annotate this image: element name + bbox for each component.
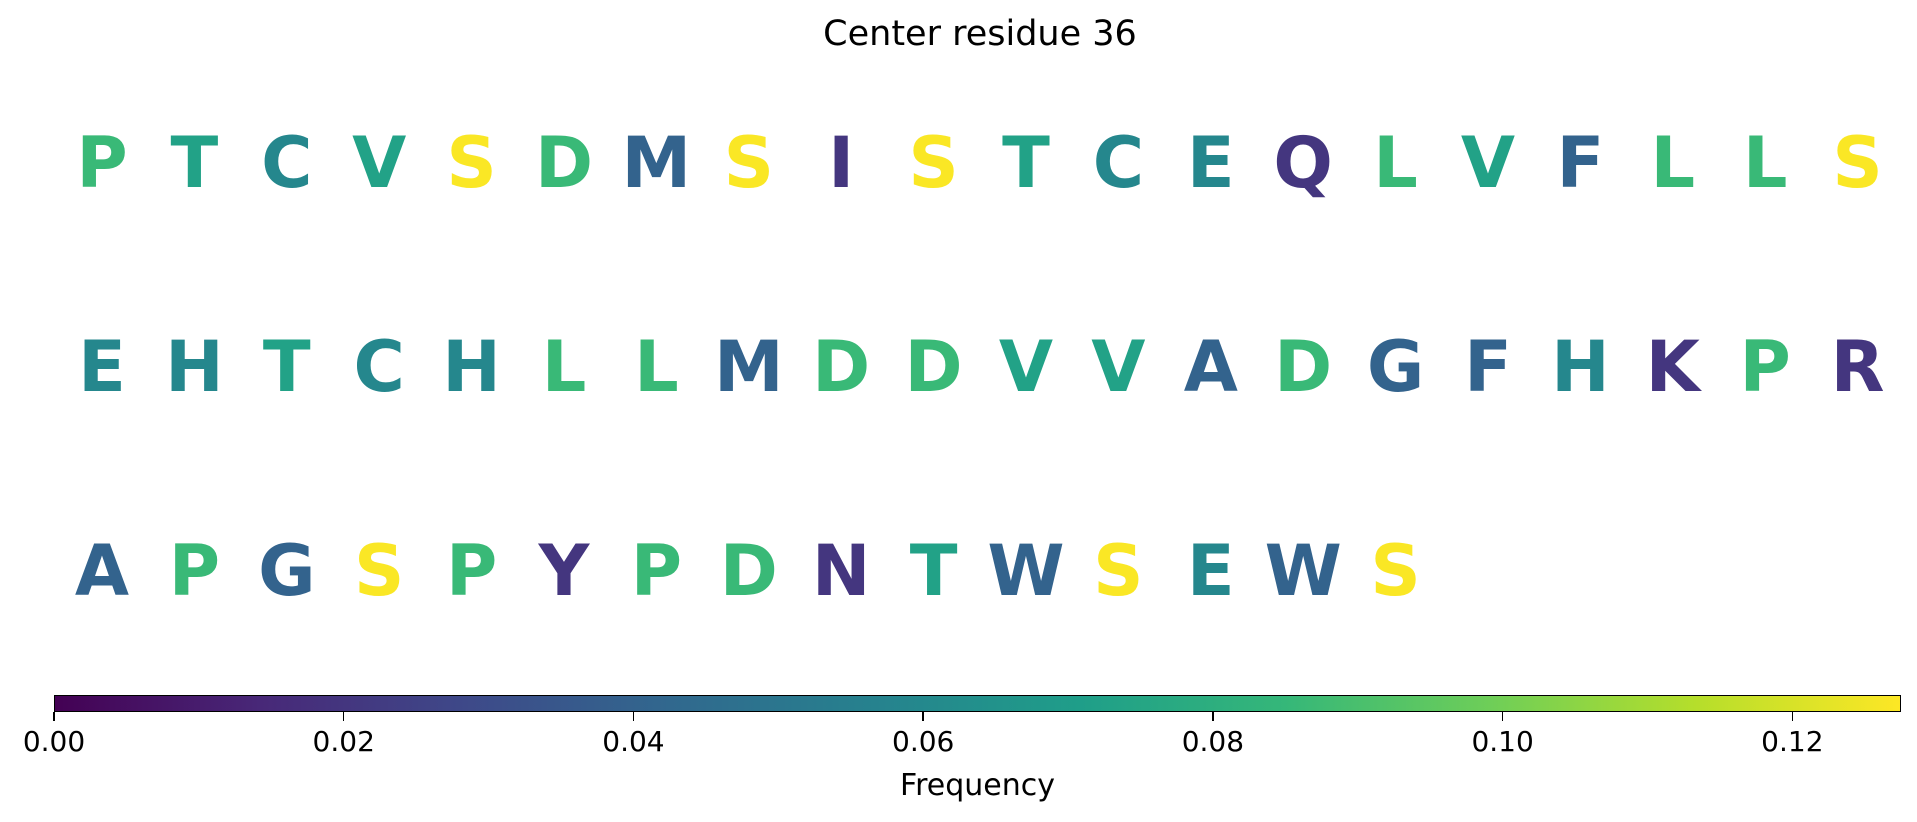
residue-letter: E bbox=[78, 326, 126, 408]
residue-letter: E bbox=[1186, 530, 1235, 612]
residue-letter: V bbox=[1091, 326, 1146, 408]
colorbar-tick bbox=[922, 712, 924, 721]
residue-letter: A bbox=[74, 530, 130, 612]
colorbar-tick-label: 0.06 bbox=[892, 725, 955, 758]
residue-letter: S bbox=[1093, 530, 1144, 612]
residue-letter: S bbox=[908, 122, 959, 204]
colorbar-tick-label: 0.04 bbox=[602, 725, 665, 758]
residue-letter: F bbox=[1464, 326, 1512, 408]
colorbar-label: Frequency bbox=[900, 768, 1055, 803]
residue-letter: L bbox=[1373, 122, 1418, 204]
residue-letter: N bbox=[811, 530, 871, 612]
residue-letter: S bbox=[723, 122, 775, 204]
residue-letter: P bbox=[168, 530, 221, 612]
residue-letter: L bbox=[541, 326, 587, 408]
residue-letter: R bbox=[1830, 326, 1885, 408]
residue-letter: M bbox=[713, 326, 784, 408]
residue-letter: H bbox=[165, 326, 224, 408]
residue-letter: G bbox=[1366, 326, 1425, 408]
colorbar-tick-label: 0.02 bbox=[312, 725, 375, 758]
residue-letter: G bbox=[258, 530, 316, 612]
residue-letter: T bbox=[1002, 122, 1050, 204]
residue-letter: C bbox=[1092, 122, 1145, 204]
residue-letter: P bbox=[445, 530, 498, 612]
residue-letter: H bbox=[1551, 326, 1610, 408]
colorbar-tick-label: 0.08 bbox=[1181, 725, 1245, 758]
residue-letter: P bbox=[76, 122, 128, 204]
residue-letter: D bbox=[812, 326, 871, 408]
residue-letter: S bbox=[446, 122, 497, 204]
residue-letter: D bbox=[719, 530, 778, 612]
residue-letter: W bbox=[987, 530, 1065, 612]
residue-letter: F bbox=[1556, 122, 1605, 204]
residue-letter: L bbox=[634, 326, 679, 408]
residue-letter: Q bbox=[1273, 122, 1333, 204]
residue-letter: D bbox=[904, 326, 963, 408]
residue-letter: P bbox=[1739, 326, 1791, 408]
colorbar-tick bbox=[342, 712, 345, 721]
colorbar-tick bbox=[1791, 712, 1794, 721]
residue-letter: T bbox=[262, 326, 311, 408]
residue-letter: S bbox=[353, 530, 405, 612]
residue-letter: C bbox=[353, 326, 405, 408]
residue-letter: S bbox=[1370, 530, 1421, 612]
residue-letter: L bbox=[1650, 122, 1696, 204]
chart-title: Center residue 36 bbox=[823, 14, 1137, 54]
residue-letter: L bbox=[1742, 122, 1788, 204]
residue-letter: Y bbox=[538, 530, 590, 612]
colorbar-tick bbox=[53, 712, 55, 721]
residue-letter: C bbox=[261, 122, 313, 204]
colorbar-tick-label: 0.00 bbox=[22, 725, 86, 758]
residue-letter: I bbox=[828, 122, 855, 204]
residue-letter: S bbox=[1832, 122, 1883, 204]
residue-letter: T bbox=[909, 530, 958, 612]
residue-letter: H bbox=[442, 326, 501, 408]
residue-letter: T bbox=[170, 122, 219, 204]
residue-letter: D bbox=[534, 122, 594, 204]
colorbar bbox=[54, 695, 1901, 712]
residue-letter: K bbox=[1645, 326, 1700, 408]
colorbar-tick-label: 0.10 bbox=[1471, 725, 1534, 758]
residue-letter: A bbox=[1183, 326, 1238, 408]
colorbar-tick bbox=[632, 712, 635, 721]
residue-letter: E bbox=[1186, 122, 1235, 204]
residue-letter: V bbox=[352, 122, 407, 204]
residue-letter: V bbox=[1460, 122, 1516, 204]
residue-letter: P bbox=[630, 530, 683, 612]
residue-letter: M bbox=[621, 122, 692, 204]
residue-letter: W bbox=[1264, 530, 1342, 612]
colorbar-tick-label: 0.12 bbox=[1761, 725, 1824, 758]
colorbar-tick bbox=[1212, 712, 1214, 721]
residue-letter: V bbox=[998, 326, 1054, 408]
residue-letter: D bbox=[1274, 326, 1333, 408]
colorbar-tick bbox=[1501, 712, 1504, 721]
